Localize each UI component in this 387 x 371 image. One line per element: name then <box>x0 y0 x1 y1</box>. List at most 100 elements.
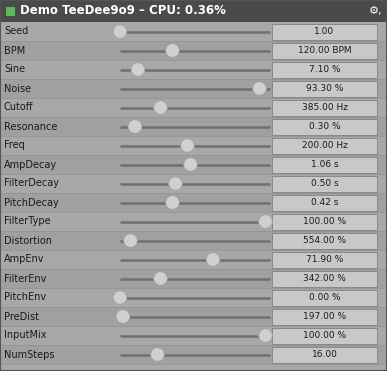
FancyBboxPatch shape <box>0 41 387 60</box>
Text: 197.00 %: 197.00 % <box>303 312 346 321</box>
Circle shape <box>252 81 267 96</box>
FancyBboxPatch shape <box>0 60 387 79</box>
Circle shape <box>183 157 198 172</box>
Text: 0.50 s: 0.50 s <box>311 179 338 188</box>
FancyBboxPatch shape <box>0 307 387 326</box>
Circle shape <box>153 271 168 286</box>
FancyBboxPatch shape <box>272 347 377 362</box>
Circle shape <box>151 347 164 362</box>
Text: PitchEnv: PitchEnv <box>4 292 46 302</box>
Text: Cutoff: Cutoff <box>4 102 34 112</box>
Text: PitchDecay: PitchDecay <box>4 197 59 207</box>
Circle shape <box>168 176 183 191</box>
FancyBboxPatch shape <box>0 79 387 98</box>
FancyBboxPatch shape <box>272 118 377 135</box>
Circle shape <box>113 25 127 38</box>
Circle shape <box>113 290 127 305</box>
FancyBboxPatch shape <box>0 22 387 371</box>
Text: 16.00: 16.00 <box>312 350 337 359</box>
Circle shape <box>153 100 168 115</box>
Text: PreDist: PreDist <box>4 312 39 322</box>
Circle shape <box>123 233 138 248</box>
Circle shape <box>124 234 137 247</box>
FancyBboxPatch shape <box>272 43 377 59</box>
FancyBboxPatch shape <box>272 233 377 249</box>
Circle shape <box>253 82 266 95</box>
Circle shape <box>259 328 273 343</box>
Text: NumSteps: NumSteps <box>4 349 55 359</box>
Text: Freq: Freq <box>4 141 25 151</box>
Text: 7.10 %: 7.10 % <box>309 65 340 74</box>
FancyBboxPatch shape <box>272 213 377 230</box>
FancyBboxPatch shape <box>6 7 15 16</box>
Text: 1.06 s: 1.06 s <box>311 160 338 169</box>
FancyBboxPatch shape <box>0 326 387 345</box>
Text: 100.00 %: 100.00 % <box>303 331 346 340</box>
Circle shape <box>116 310 130 323</box>
Circle shape <box>259 214 273 229</box>
Text: Noise: Noise <box>4 83 31 93</box>
Text: 1.00: 1.00 <box>314 27 335 36</box>
Circle shape <box>154 101 167 114</box>
Text: FilterDecay: FilterDecay <box>4 178 59 188</box>
Text: AmpEnv: AmpEnv <box>4 255 45 265</box>
Circle shape <box>181 139 194 152</box>
Text: FilterEnv: FilterEnv <box>4 273 46 283</box>
FancyBboxPatch shape <box>272 194 377 210</box>
FancyBboxPatch shape <box>272 99 377 115</box>
Text: Resonance: Resonance <box>4 121 57 131</box>
Circle shape <box>165 196 180 210</box>
Text: 342.00 %: 342.00 % <box>303 274 346 283</box>
FancyBboxPatch shape <box>0 136 387 155</box>
Circle shape <box>259 329 272 342</box>
Circle shape <box>165 43 180 58</box>
Text: InputMix: InputMix <box>4 331 46 341</box>
Circle shape <box>131 62 145 77</box>
FancyBboxPatch shape <box>0 117 387 136</box>
Circle shape <box>151 348 164 361</box>
FancyBboxPatch shape <box>0 193 387 212</box>
FancyBboxPatch shape <box>0 174 387 193</box>
FancyBboxPatch shape <box>272 62 377 78</box>
Circle shape <box>166 44 179 57</box>
Text: Seed: Seed <box>4 26 28 36</box>
Circle shape <box>259 215 272 228</box>
Circle shape <box>166 196 179 209</box>
FancyBboxPatch shape <box>272 23 377 39</box>
Text: 100.00 %: 100.00 % <box>303 217 346 226</box>
FancyBboxPatch shape <box>0 250 387 269</box>
Text: BPM: BPM <box>4 46 25 56</box>
FancyBboxPatch shape <box>272 252 377 267</box>
FancyBboxPatch shape <box>272 289 377 305</box>
FancyBboxPatch shape <box>0 288 387 307</box>
Circle shape <box>154 272 167 285</box>
FancyBboxPatch shape <box>0 0 387 22</box>
Circle shape <box>116 309 130 324</box>
Text: 385.00 Hz: 385.00 Hz <box>301 103 348 112</box>
FancyBboxPatch shape <box>0 212 387 231</box>
Circle shape <box>113 24 127 39</box>
FancyBboxPatch shape <box>272 328 377 344</box>
FancyBboxPatch shape <box>0 345 387 364</box>
Circle shape <box>206 252 220 267</box>
Text: 0.00 %: 0.00 % <box>309 293 340 302</box>
FancyBboxPatch shape <box>0 269 387 288</box>
Text: 200.00 Hz: 200.00 Hz <box>301 141 348 150</box>
Circle shape <box>113 291 127 304</box>
Text: 554.00 %: 554.00 % <box>303 236 346 245</box>
FancyBboxPatch shape <box>0 231 387 250</box>
Circle shape <box>128 120 142 133</box>
Text: Sine: Sine <box>4 65 25 75</box>
Circle shape <box>206 253 220 266</box>
FancyBboxPatch shape <box>0 155 387 174</box>
FancyBboxPatch shape <box>272 81 377 96</box>
FancyBboxPatch shape <box>272 157 377 173</box>
Text: 71.90 %: 71.90 % <box>306 255 343 264</box>
FancyBboxPatch shape <box>272 270 377 286</box>
FancyBboxPatch shape <box>272 309 377 325</box>
Text: AmpDecay: AmpDecay <box>4 160 57 170</box>
Circle shape <box>169 177 182 190</box>
Text: FilterType: FilterType <box>4 217 51 227</box>
Text: 120.00 BPM: 120.00 BPM <box>298 46 351 55</box>
Text: ⚙,: ⚙, <box>368 6 382 16</box>
